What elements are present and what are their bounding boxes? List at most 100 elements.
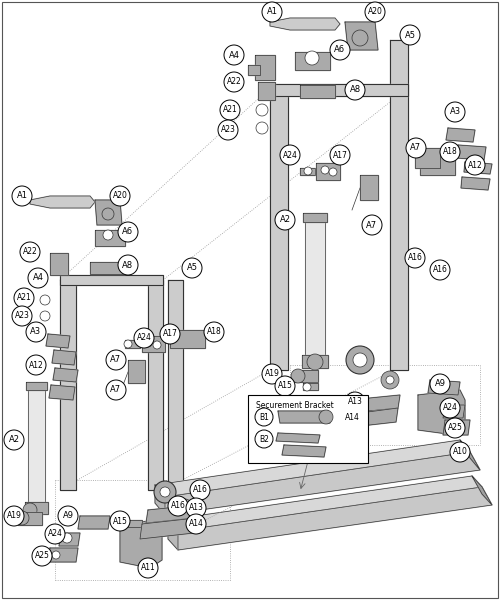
Polygon shape (60, 280, 76, 490)
Polygon shape (50, 253, 68, 275)
Text: A4: A4 (32, 274, 44, 283)
Circle shape (329, 168, 337, 176)
Circle shape (102, 208, 114, 220)
Polygon shape (302, 355, 328, 368)
Polygon shape (295, 370, 318, 382)
Polygon shape (348, 395, 400, 413)
Circle shape (430, 260, 450, 280)
Circle shape (430, 374, 450, 394)
Polygon shape (446, 128, 475, 142)
Polygon shape (148, 280, 163, 490)
Text: A10: A10 (452, 448, 468, 457)
Polygon shape (460, 440, 480, 470)
Polygon shape (295, 52, 330, 70)
Polygon shape (282, 445, 326, 457)
Circle shape (321, 166, 329, 174)
Circle shape (465, 155, 485, 175)
Polygon shape (168, 476, 482, 531)
Polygon shape (345, 22, 378, 50)
Text: A3: A3 (450, 107, 460, 116)
Text: A18: A18 (442, 148, 458, 157)
Circle shape (62, 533, 72, 543)
Text: A24: A24 (442, 403, 458, 413)
Text: B1: B1 (259, 413, 269, 421)
Polygon shape (258, 82, 275, 100)
Circle shape (405, 248, 425, 268)
Circle shape (256, 122, 268, 134)
Text: A9: A9 (62, 511, 74, 520)
Polygon shape (461, 177, 490, 190)
Text: A24: A24 (282, 151, 298, 160)
Circle shape (445, 102, 465, 122)
Polygon shape (155, 440, 470, 497)
Polygon shape (360, 175, 378, 200)
Circle shape (353, 353, 367, 367)
Circle shape (450, 442, 470, 462)
Polygon shape (18, 512, 42, 525)
Polygon shape (28, 384, 45, 508)
Polygon shape (49, 385, 75, 400)
Polygon shape (95, 200, 122, 225)
Text: A5: A5 (404, 31, 415, 40)
Text: A8: A8 (122, 260, 134, 269)
Text: A25: A25 (448, 424, 462, 433)
Polygon shape (300, 85, 335, 98)
Circle shape (58, 506, 78, 526)
Text: B2: B2 (259, 434, 269, 443)
Polygon shape (316, 163, 340, 180)
Text: A21: A21 (16, 293, 32, 302)
Circle shape (190, 480, 210, 500)
Text: A12: A12 (28, 361, 44, 370)
Polygon shape (443, 405, 465, 418)
Circle shape (275, 210, 295, 230)
Circle shape (440, 398, 460, 418)
Circle shape (20, 242, 40, 262)
Circle shape (32, 546, 52, 566)
Polygon shape (428, 380, 460, 395)
Circle shape (303, 383, 311, 391)
Polygon shape (270, 88, 288, 370)
Circle shape (445, 403, 455, 413)
Circle shape (305, 51, 319, 65)
Polygon shape (305, 215, 325, 360)
Circle shape (352, 30, 368, 46)
Text: A16: A16 (408, 253, 422, 263)
Text: A22: A22 (22, 247, 38, 257)
Polygon shape (128, 520, 142, 527)
Circle shape (304, 167, 312, 175)
Circle shape (256, 104, 268, 116)
Text: A24: A24 (48, 529, 62, 539)
Polygon shape (170, 330, 205, 348)
Polygon shape (140, 518, 196, 539)
Polygon shape (165, 452, 480, 515)
Circle shape (153, 341, 161, 349)
Circle shape (40, 295, 50, 305)
Polygon shape (128, 360, 145, 383)
Circle shape (4, 430, 24, 450)
Circle shape (103, 230, 113, 240)
Circle shape (52, 551, 60, 559)
Polygon shape (53, 368, 78, 382)
Circle shape (4, 506, 24, 526)
Circle shape (160, 324, 180, 344)
Circle shape (386, 376, 394, 384)
Text: A2: A2 (8, 436, 20, 445)
Polygon shape (343, 408, 398, 428)
Text: A14: A14 (188, 520, 204, 529)
Circle shape (154, 481, 176, 503)
Circle shape (345, 392, 365, 412)
Text: A7: A7 (366, 220, 378, 229)
Text: A17: A17 (162, 329, 178, 338)
Circle shape (224, 45, 244, 65)
Polygon shape (155, 485, 165, 515)
Polygon shape (418, 390, 465, 435)
Circle shape (186, 498, 206, 518)
Circle shape (330, 40, 350, 60)
Text: A19: A19 (264, 370, 280, 379)
Bar (248, 395, 368, 463)
Polygon shape (30, 196, 95, 208)
Text: A13: A13 (348, 397, 362, 407)
Text: A22: A22 (226, 77, 242, 86)
Circle shape (345, 80, 365, 100)
Circle shape (291, 369, 305, 383)
